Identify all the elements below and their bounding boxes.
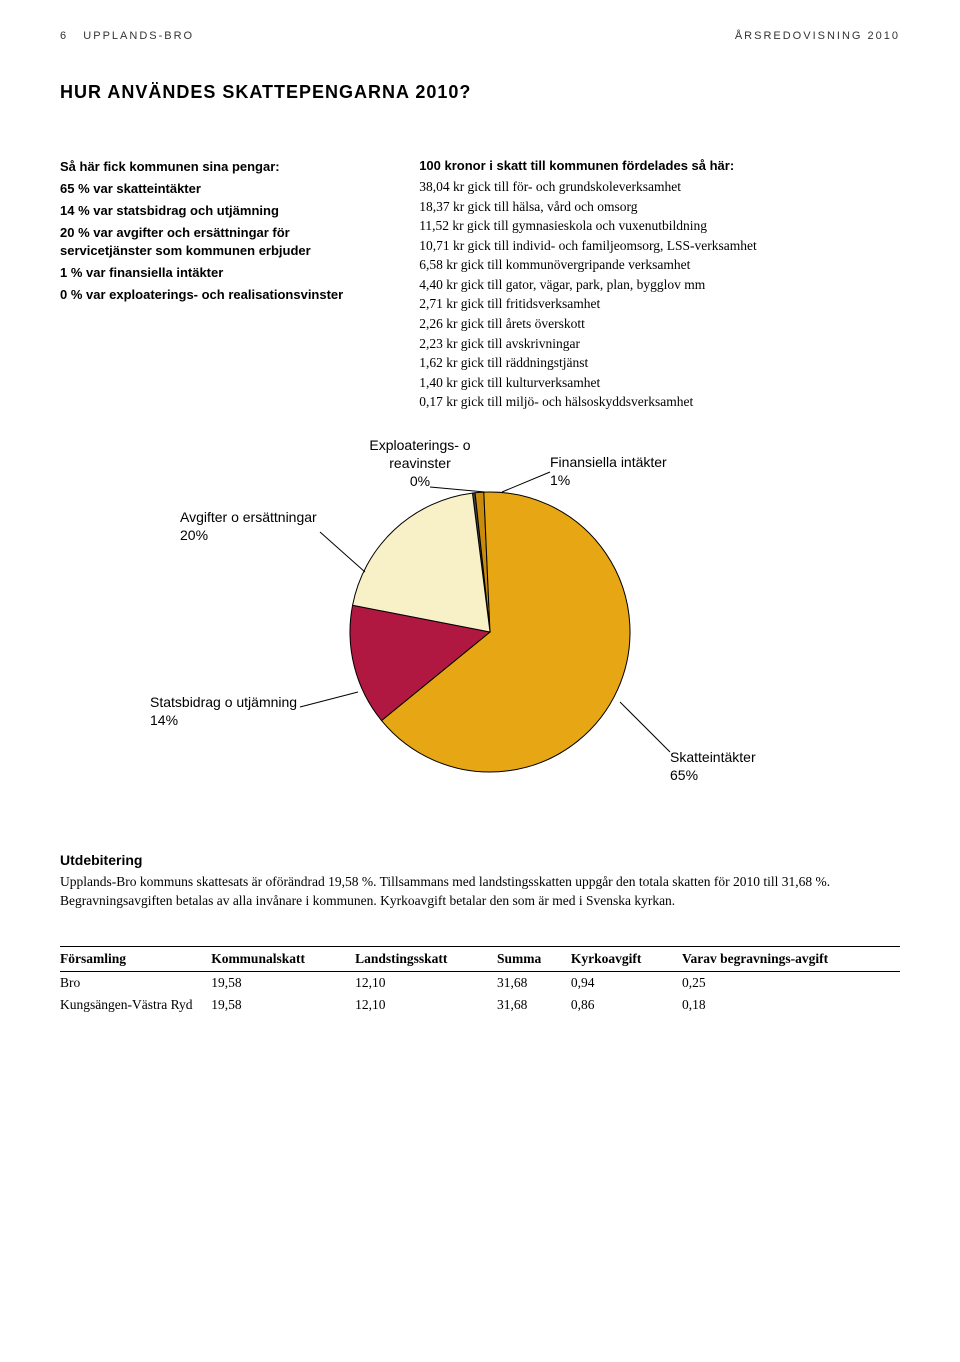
spend-line: 0,17 kr gick till miljö- och hälsoskydds…: [419, 392, 900, 412]
spend-line: 1,62 kr gick till räddningstjänst: [419, 353, 900, 373]
cell: 19,58: [211, 971, 355, 994]
cell: Bro: [60, 971, 211, 994]
pie-label: Avgifter o ersättningar: [180, 509, 317, 525]
pie-label: 65%: [670, 767, 698, 783]
cell: 31,68: [497, 971, 571, 994]
spend-line: 18,37 kr gick till hälsa, vård och omsor…: [419, 197, 900, 217]
pie-label: 1%: [550, 472, 570, 488]
income-line: 14 % var statsbidrag och utjämning: [60, 202, 379, 221]
cell: 19,58: [211, 994, 355, 1016]
leader-line: [620, 702, 670, 752]
leader-line: [430, 487, 485, 492]
col-forsamling: Församling: [60, 946, 211, 971]
header-org: UPPLANDS-BRO: [83, 30, 194, 42]
pie-label: 20%: [180, 527, 208, 543]
income-line: 65 % var skatteintäkter: [60, 180, 379, 199]
pie-label: 14%: [150, 712, 178, 728]
col-summa: Summa: [497, 946, 571, 971]
pie-label: reavinster: [389, 455, 451, 471]
spend-line: 2,71 kr gick till fritidsverksamhet: [419, 294, 900, 314]
spend-line: 1,40 kr gick till kulturverksamhet: [419, 373, 900, 393]
col-begravning: Varav begravnings-avgift: [682, 946, 900, 971]
table-header-row: Församling Kommunalskatt Landstingsskatt…: [60, 946, 900, 971]
spend-line: 6,58 kr gick till kommunövergripande ver…: [419, 255, 900, 275]
income-line: 0 % var exploaterings- och realisationsv…: [60, 286, 379, 305]
leader-line: [502, 472, 550, 492]
page-title: HUR ANVÄNDES SKATTEPENGARNA 2010?: [60, 82, 900, 103]
spend-line: 2,26 kr gick till årets överskott: [419, 314, 900, 334]
income-pie-chart: Exploaterings- o reavinster 0% Finansiella …: [130, 432, 830, 812]
cell: 0,94: [571, 971, 682, 994]
spend-list: 38,04 kr gick till för- och grundskoleve…: [419, 177, 900, 412]
spend-line: 10,71 kr gick till individ- och familjeo…: [419, 236, 900, 256]
spend-heading: 100 kronor i skatt till kommunen fördela…: [419, 158, 900, 173]
leader-line: [320, 532, 365, 572]
pie-chart-container: Exploaterings- o reavinster 0% Finansiella …: [60, 432, 900, 812]
pie-label: Exploaterings- o: [369, 437, 470, 453]
leader-line: [300, 692, 358, 707]
utdebitering-title: Utdebitering: [60, 852, 900, 868]
income-sources: Så här fick kommunen sina pengar: 65 % v…: [60, 158, 379, 412]
cell: 31,68: [497, 994, 571, 1016]
table-row: Kungsängen-Västra Ryd 19,58 12,10 31,68 …: [60, 994, 900, 1016]
income-line: 1 % var finansiella intäkter: [60, 264, 379, 283]
income-heading: Så här fick kommunen sina pengar:: [60, 158, 379, 177]
pie-label: Finansiella intäkter: [550, 454, 667, 470]
col-kommunalskatt: Kommunalskatt: [211, 946, 355, 971]
col-kyrkoavgift: Kyrkoavgift: [571, 946, 682, 971]
table-row: Bro 19,58 12,10 31,68 0,94 0,25: [60, 971, 900, 994]
spend-line: 11,52 kr gick till gymnasieskola och vux…: [419, 216, 900, 236]
page-number: 6: [60, 30, 68, 42]
pie-label: Statsbidrag o utjämning: [150, 694, 297, 710]
cell: 0,25: [682, 971, 900, 994]
spend-breakdown: 100 kronor i skatt till kommunen fördela…: [419, 158, 900, 412]
header-left: 6 UPPLANDS-BRO: [60, 30, 194, 42]
spend-line: 2,23 kr gick till avskrivningar: [419, 334, 900, 354]
utdebitering-text: Upplands-Bro kommuns skattesats är oförä…: [60, 872, 900, 911]
income-line: 20 % var avgifter och ersättningar för s…: [60, 224, 379, 262]
pie-label: Skatteintäkter: [670, 749, 756, 765]
cell: 12,10: [355, 994, 497, 1016]
running-header: 6 UPPLANDS-BRO ÅRSREDOVISNING 2010: [60, 30, 900, 42]
pie-label: 0%: [410, 473, 430, 489]
spend-line: 38,04 kr gick till för- och grundskoleve…: [419, 177, 900, 197]
tax-table: Församling Kommunalskatt Landstingsskatt…: [60, 946, 900, 1016]
header-right: ÅRSREDOVISNING 2010: [735, 30, 900, 42]
utdebitering-section: Utdebitering Upplands-Bro kommuns skatte…: [60, 852, 900, 911]
col-landstingsskatt: Landstingsskatt: [355, 946, 497, 971]
cell: 12,10: [355, 971, 497, 994]
cell: Kungsängen-Västra Ryd: [60, 994, 211, 1016]
cell: 0,18: [682, 994, 900, 1016]
spend-line: 4,40 kr gick till gator, vägar, park, pl…: [419, 275, 900, 295]
two-column-section: Så här fick kommunen sina pengar: 65 % v…: [60, 158, 900, 412]
cell: 0,86: [571, 994, 682, 1016]
